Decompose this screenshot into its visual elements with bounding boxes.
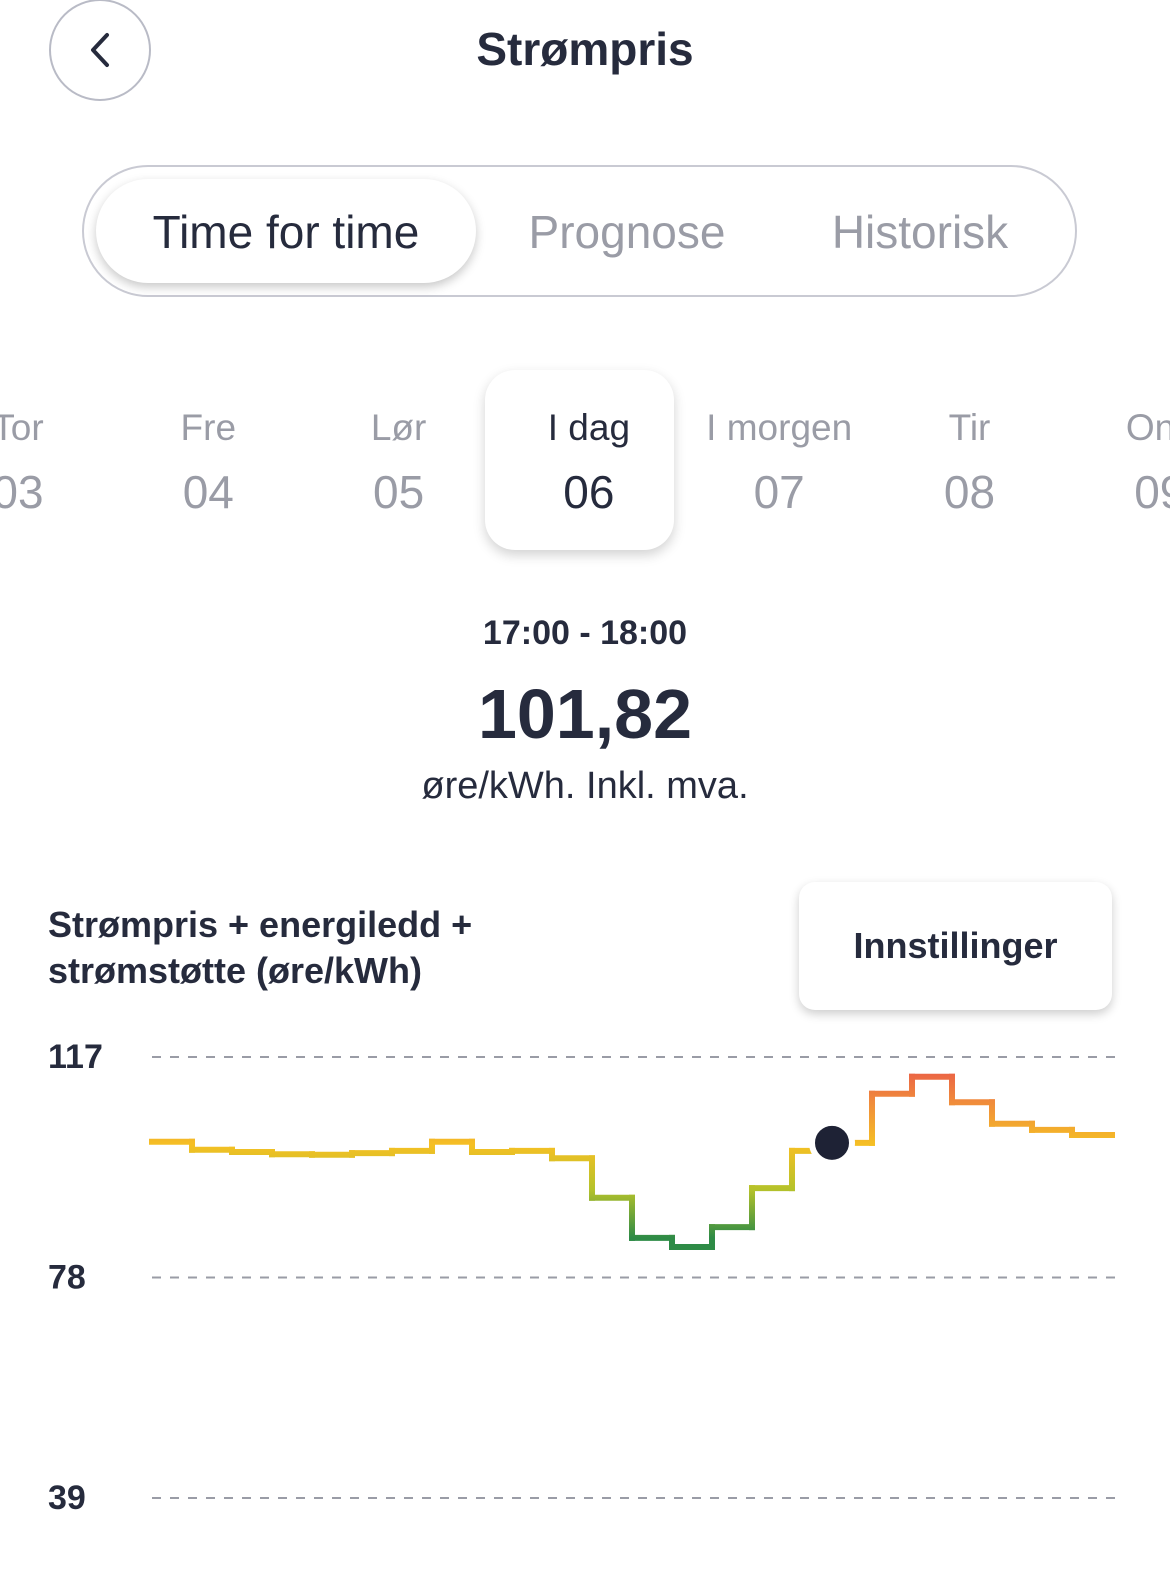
day-tab[interactable]: Tir 08 xyxy=(875,360,1065,560)
segmented-control xyxy=(82,165,1077,297)
selected-hour: 17:00 - 18:00 xyxy=(482,614,688,652)
day-name: I dag xyxy=(547,407,631,448)
tab[interactable]: Prognose xyxy=(528,206,726,258)
page-title: Strømpris xyxy=(476,23,694,75)
day-name: Ons xyxy=(1125,407,1170,448)
day-date: 08 xyxy=(943,466,996,518)
y-tick-label: 117 xyxy=(48,1038,103,1076)
active-tab-pill xyxy=(96,179,476,283)
day-tab[interactable]: I dag 06 xyxy=(494,360,684,560)
tab[interactable]: Historisk xyxy=(831,206,1009,258)
day-picker: Tor 03 Fre 04 Lør 05 I dag 06 I morgen 07 Tir 08 Ons… xyxy=(0,360,1170,570)
selected-point xyxy=(809,1119,855,1166)
day-name: Lør xyxy=(370,407,427,448)
day-date: 07 xyxy=(753,466,805,518)
day-date: 09 xyxy=(1134,466,1170,518)
day-name: Fre xyxy=(180,407,237,448)
day-date: 03 xyxy=(0,466,44,518)
day-name: I morgen xyxy=(706,407,853,448)
day-date: 04 xyxy=(182,466,234,518)
day-tab[interactable]: Tor 03 xyxy=(0,360,113,560)
tab[interactable]: Time for time xyxy=(152,206,420,258)
y-tick-label: 78 xyxy=(48,1258,86,1296)
settings-button[interactable]: Innstillinger xyxy=(799,882,1112,1010)
price-unit: øre/kWh. Inkl. mva. xyxy=(421,765,749,807)
y-tick-label: 39 xyxy=(48,1479,86,1517)
day-name: Tor xyxy=(0,407,44,448)
day-date: 05 xyxy=(373,466,425,518)
day-tab[interactable]: Lør 05 xyxy=(304,360,494,560)
day-name: Tir xyxy=(948,407,991,448)
day-tab[interactable]: Fre 04 xyxy=(113,360,303,560)
selected-day-card xyxy=(485,370,674,550)
back-button[interactable] xyxy=(49,0,151,101)
day-tab[interactable]: I morgen 07 xyxy=(684,360,874,560)
selected-price: 101,82 xyxy=(477,675,693,753)
day-date: 06 xyxy=(563,466,615,518)
step-connector xyxy=(189,1073,1075,1250)
day-tab[interactable]: Ons 09 xyxy=(1065,360,1170,560)
back-icon xyxy=(91,33,109,67)
chart-title: Strømpris + energiledd + strømstøtte (ør… xyxy=(48,904,473,991)
